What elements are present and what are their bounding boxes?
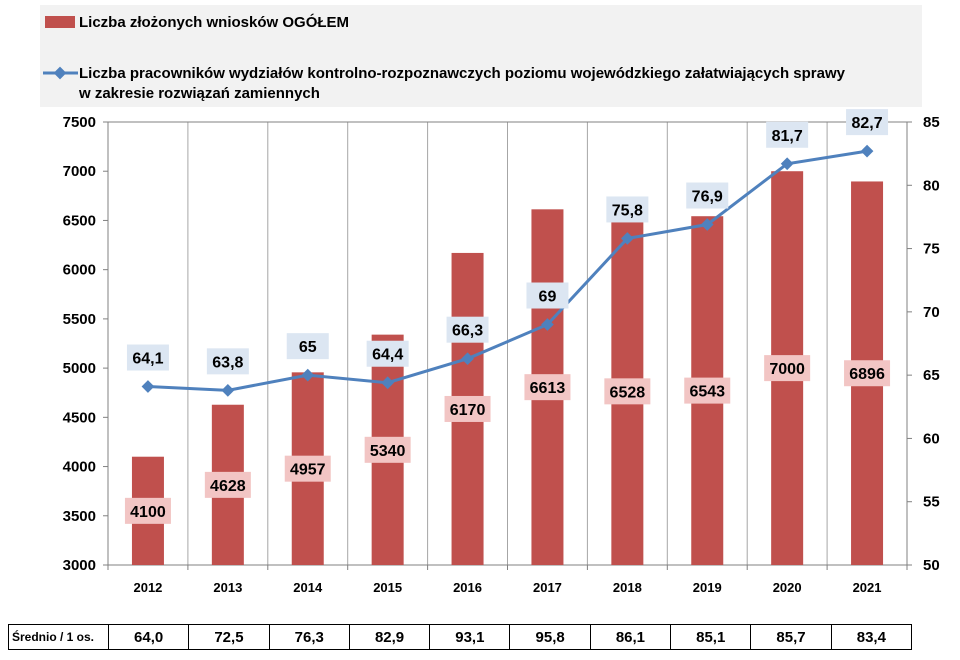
- bar-data-label: 6528: [610, 384, 646, 401]
- series-line: [147, 149, 868, 392]
- average-value: 93,1: [429, 624, 511, 650]
- bar-data-label-bg: [284, 455, 331, 482]
- line-data-label: 64,4: [372, 347, 403, 364]
- average-value: 72,5: [188, 624, 270, 650]
- right-axis-tick-label: 80: [923, 177, 940, 194]
- average-value: 64,0: [107, 624, 190, 650]
- right-axis-tick-label: 85: [923, 114, 940, 131]
- left-axis-tick-label: 6500: [63, 212, 96, 229]
- right-axis-tick-label: 55: [923, 494, 940, 511]
- right-axis-tick-label: 50: [923, 557, 940, 574]
- bar-data-label-bg: [844, 360, 891, 387]
- line-data-label-bg: [606, 196, 649, 223]
- line-data-label-bg: [286, 333, 329, 360]
- line-data-label-bg: [686, 182, 729, 209]
- left-axis-tick-label: 3000: [63, 557, 96, 574]
- line-point: [461, 352, 474, 366]
- line-point: [141, 380, 155, 393]
- right-axis-tick-label: 65: [923, 367, 940, 384]
- bar-data-label-bg: [604, 378, 651, 405]
- x-axis-tick-label: 2017: [533, 580, 562, 595]
- left-axis-tick-label: 4000: [63, 459, 96, 476]
- average-value: 86,1: [589, 624, 672, 650]
- line-data-label: 82,7: [851, 115, 882, 132]
- left-axis-tick-label: 3500: [63, 508, 96, 525]
- x-axis-tick-label: 2021: [853, 580, 882, 595]
- legend-line-marker: [53, 66, 67, 80]
- line-data-label-bg: [766, 121, 809, 148]
- x-axis-tick-label: 2018: [613, 580, 642, 595]
- line-data-label-bg: [446, 316, 489, 343]
- line-data-label: 81,7: [772, 128, 803, 145]
- bar-data-label-bg: [444, 395, 491, 422]
- bar-data-label: 5340: [370, 443, 406, 460]
- bar-data-label: 4628: [210, 478, 246, 495]
- average-value: 85,1: [670, 624, 752, 650]
- line-point: [221, 383, 235, 397]
- bar-data-label-bg: [524, 374, 571, 401]
- line-data-label: 76,9: [692, 189, 723, 206]
- x-axis-tick-label: 2020: [773, 580, 802, 595]
- average-value: 83,4: [830, 624, 913, 650]
- average-value: 82,9: [348, 624, 431, 650]
- line-data-label-bg: [526, 282, 569, 309]
- legend-line-label-1: Liczba pracowników wydziałów kontrolno-r…: [79, 65, 846, 82]
- legend-bar-swatch: [45, 16, 75, 28]
- x-axis-tick-label: 2012: [133, 580, 162, 595]
- legend: [40, 5, 922, 107]
- line-data-label: 66,3: [452, 323, 483, 340]
- line-data-label-bg: [126, 344, 169, 371]
- line-data-label-bg: [846, 109, 889, 136]
- left-axis-tick-label: 6000: [63, 262, 96, 279]
- average-value: 95,8: [509, 624, 591, 650]
- left-axis-tick-label: 7500: [63, 114, 96, 131]
- average-label: Średnio / 1 os.: [8, 624, 109, 650]
- bar-data-label: 4100: [130, 504, 166, 521]
- average-table: Średnio / 1 os. 64,0 72,5 76,3 82,9 93,1 95,8…: [8, 624, 913, 650]
- bar-data-label: 6543: [689, 384, 725, 401]
- x-axis-tick-label: 2013: [213, 580, 242, 595]
- right-axis-tick-label: 70: [923, 304, 940, 321]
- line-data-label-bg: [206, 348, 249, 375]
- line-point: [301, 368, 315, 382]
- line-point: [860, 144, 874, 158]
- line-data-label: 64,1: [132, 351, 163, 368]
- line-data-label-bg: [366, 340, 409, 367]
- x-axis-tick-label: 2016: [453, 580, 482, 595]
- bar-data-label: 6613: [530, 380, 566, 397]
- line-data-label: 69: [539, 289, 557, 306]
- bar-data-label-bg: [684, 377, 731, 404]
- bar-data-label: 6896: [849, 366, 885, 383]
- left-axis-tick-label: 7000: [63, 163, 96, 180]
- bar-data-label-bg: [364, 436, 411, 463]
- x-axis-tick-label: 2015: [373, 580, 402, 595]
- legend-line-label-2: w zakresie rozwiązań zamiennych: [78, 85, 320, 102]
- bar-data-label-bg: [764, 355, 811, 382]
- line-data-label: 75,8: [612, 202, 643, 219]
- chart: Liczba złożonych wniosków OGÓŁEM Liczba …: [43, 13, 940, 595]
- x-axis-tick-label: 2014: [293, 580, 323, 595]
- right-axis-tick-label: 60: [923, 430, 940, 447]
- bar-data-label-bg: [124, 497, 171, 524]
- bar-data-label: 6170: [450, 402, 486, 419]
- left-axis-tick-label: 5500: [63, 311, 96, 328]
- bar-data-label-bg: [204, 471, 251, 498]
- line-point: [381, 376, 395, 390]
- average-value: 85,7: [750, 624, 832, 650]
- bar-data-label: 4957: [290, 462, 326, 479]
- left-axis-tick-label: 4500: [63, 409, 96, 426]
- legend-bar-label: Liczba złożonych wniosków OGÓŁEM: [79, 13, 349, 31]
- line-data-label: 65: [299, 339, 317, 356]
- right-axis-tick-label: 75: [923, 241, 940, 258]
- average-row: Średnio / 1 os. 64,0 72,5 76,3 82,9 93,1 95,8…: [8, 624, 913, 650]
- x-axis-tick-label: 2019: [693, 580, 722, 595]
- average-value: 76,3: [268, 624, 350, 650]
- left-axis-tick-label: 5000: [63, 360, 96, 377]
- bar-data-label: 7000: [769, 361, 805, 378]
- line-data-label: 63,8: [212, 354, 243, 371]
